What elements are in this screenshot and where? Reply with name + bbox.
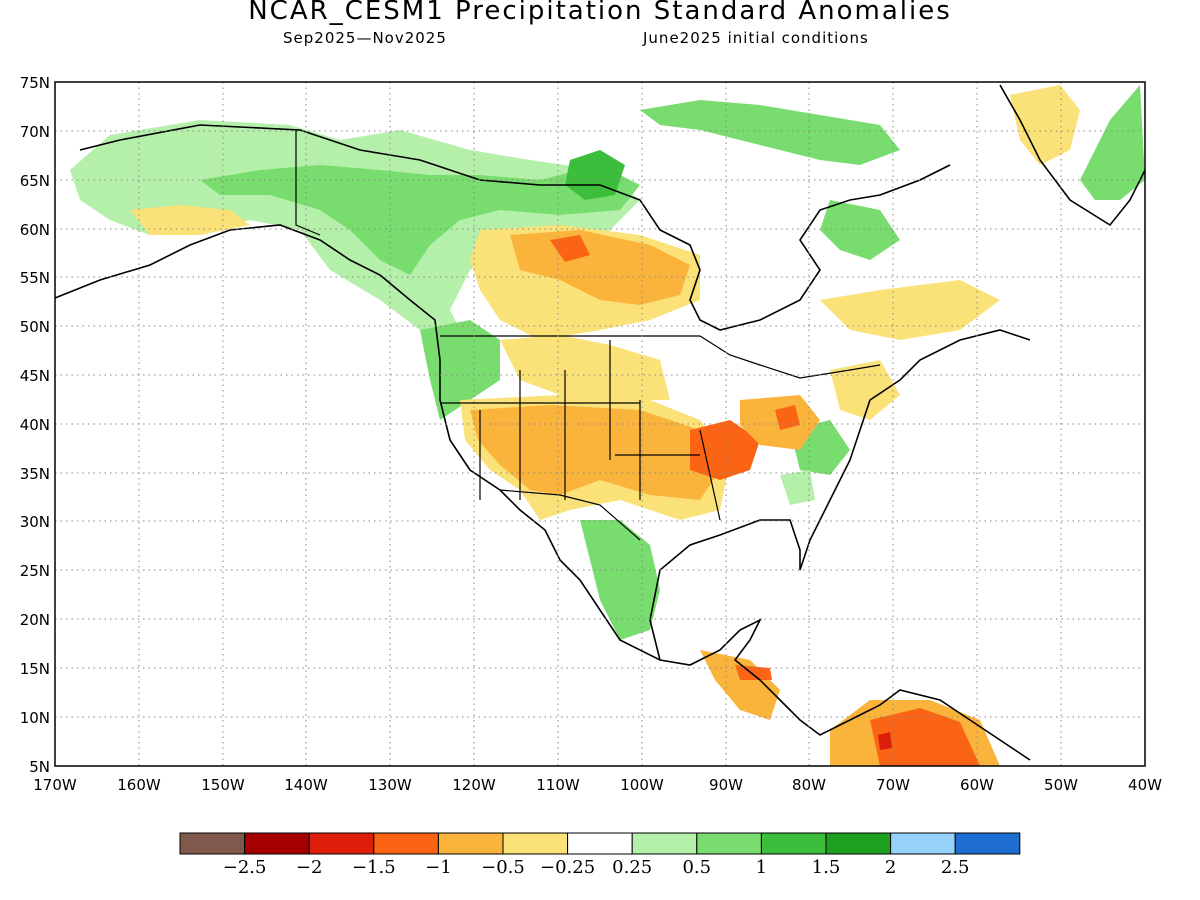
anomaly-region-orange-alaska-south	[130, 205, 250, 235]
colorbar-label-10: 2	[885, 857, 896, 878]
coastline-greenland	[999, 84, 1145, 227]
colorbar-swatch-0	[179, 832, 246, 855]
anomaly-region-orange-west-mid	[470, 405, 720, 500]
anomaly-region-orange-labrador	[820, 280, 1000, 340]
lat-label-15: 15N	[20, 660, 50, 678]
lon-label-150w: 150W	[201, 776, 245, 794]
colorbar-swatch-8	[696, 832, 762, 855]
lat-label-75: 75N	[20, 74, 50, 92]
colorbar-swatch-11	[890, 832, 956, 855]
colorbar-label-4: −0.5	[481, 857, 525, 878]
lon-label-100w: 100W	[620, 776, 664, 794]
anomaly-region-orange-manitoba-dark	[550, 235, 590, 262]
anomaly-region-green-baffin	[640, 100, 900, 165]
colorbar-label-11: 2.5	[941, 857, 970, 878]
lat-label-55: 55N	[20, 269, 50, 287]
colorbar-swatch-2	[308, 832, 375, 855]
lat-label-25: 25N	[20, 562, 50, 580]
forecast-period: Sep2025—Nov2025	[283, 29, 447, 47]
boundary-us-canada	[440, 335, 881, 379]
colorbar-label-8: 1	[756, 857, 767, 878]
anomaly-region-green-hudson	[565, 150, 625, 200]
anomaly-region-green-quebec	[820, 200, 900, 260]
lat-label-60: 60N	[20, 221, 50, 239]
colorbar: −2.5 −2 −1.5 −1 −0.5 −0.25 0.25 0.5 1 1.5 2 2.5	[179, 832, 1021, 878]
coastline-arctic	[79, 124, 951, 331]
lon-label-60w: 60W	[960, 776, 994, 794]
boundary-alaska-canada	[295, 130, 321, 236]
anomaly-region-orange-greenland	[1010, 85, 1080, 165]
anomaly-region-orange-centralamerica-dark	[735, 665, 772, 680]
plot-frame	[54, 81, 1146, 767]
chart-title: NCAR_CESM1 Precipitation Standard Anomal…	[248, 0, 952, 26]
colorbar-swatch-5	[502, 832, 569, 855]
gridlines	[55, 82, 1145, 766]
colorbar-swatch-1	[244, 832, 310, 855]
colorbar-swatch-12	[954, 832, 1021, 855]
lon-label-70w: 70W	[876, 776, 910, 794]
colorbar-swatch-4	[437, 832, 504, 855]
colorbar-label-2: −1.5	[352, 857, 396, 878]
lat-label-70: 70N	[20, 123, 50, 141]
lon-label-140w: 140W	[284, 776, 328, 794]
lat-label-40: 40N	[20, 416, 50, 434]
colorbar-label-1: −2	[296, 857, 323, 878]
anomaly-region-green-alaska-mid	[200, 165, 640, 275]
colorbar-swatch-10	[825, 832, 892, 855]
lon-label-110w: 110W	[536, 776, 580, 794]
lat-label-45: 45N	[20, 367, 50, 385]
anomaly-region-orange-southamerica-dark	[870, 708, 980, 766]
colorbar-label-3: −1	[425, 857, 452, 878]
coastline-north-america	[55, 224, 1031, 761]
lon-label-120w: 120W	[452, 776, 496, 794]
lon-label-80w: 80W	[792, 776, 826, 794]
colorbar-label-9: 1.5	[812, 857, 841, 878]
boundary-us-mexico	[499, 489, 641, 541]
lon-label-170w: 170W	[33, 776, 77, 794]
colorbar-swatch-3	[373, 832, 439, 855]
lon-label-160w: 160W	[117, 776, 161, 794]
anomaly-region-green-mexico	[580, 520, 660, 640]
colorbar-label-0: −2.5	[223, 857, 267, 878]
lat-label-5: 5N	[29, 758, 50, 776]
anomaly-field	[70, 85, 1145, 766]
colorbar-label-6: 0.25	[612, 857, 652, 878]
longitude-axis: 170W 160W 150W 140W 130W 120W 110W 100W …	[33, 776, 1162, 794]
lon-label-130w: 130W	[368, 776, 412, 794]
colorbar-swatch-9	[760, 832, 827, 855]
anomaly-region-red-southamerica	[878, 732, 892, 750]
anomaly-region-orange-centralamerica	[700, 650, 780, 720]
anomaly-region-yellow-northplains	[500, 335, 670, 400]
coastlines	[55, 84, 1145, 761]
lat-label-65: 65N	[20, 172, 50, 190]
anomaly-region-orange-manitoba-mid	[510, 230, 690, 305]
political-boundaries	[295, 130, 881, 541]
boundary-states-1	[440, 340, 721, 521]
lat-label-10: 10N	[20, 709, 50, 727]
anomaly-region-green-nyc	[780, 470, 815, 505]
anomaly-region-green-greenland	[1080, 85, 1145, 200]
lat-label-35: 35N	[20, 465, 50, 483]
colorbar-swatch-6	[567, 832, 633, 855]
colorbar-label-7: 0.5	[682, 857, 711, 878]
lat-label-20: 20N	[20, 611, 50, 629]
latitude-axis: 75N 70N 65N 60N 55N 50N 45N 40N 35N 30N …	[20, 74, 50, 776]
lon-label-90w: 90W	[709, 776, 743, 794]
coastline-gulf	[649, 329, 1031, 661]
lon-label-40w: 40W	[1128, 776, 1162, 794]
lon-label-50w: 50W	[1044, 776, 1078, 794]
lat-label-50: 50N	[20, 318, 50, 336]
initial-conditions: June2025 initial conditions	[643, 29, 869, 47]
colorbar-label-5: −0.25	[540, 857, 595, 878]
colorbar-swatch-7	[631, 832, 698, 855]
lat-label-30: 30N	[20, 513, 50, 531]
